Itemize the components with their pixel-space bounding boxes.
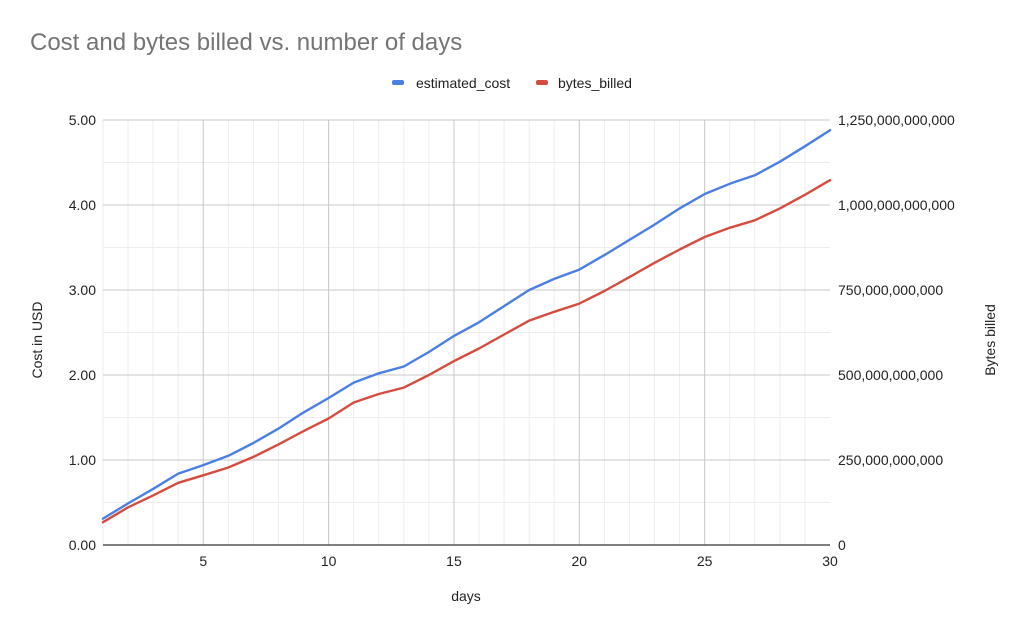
x-tick-label: 10 <box>321 553 337 569</box>
y2-tick-label: 1,000,000,000,000 <box>838 197 955 213</box>
y-tick-label: 0.00 <box>69 537 96 553</box>
y2-tick-label: 0 <box>838 537 846 553</box>
y2-axis-label: Bytes billed <box>982 304 998 376</box>
y-tick-label: 3.00 <box>69 282 96 298</box>
y-tick-label: 1.00 <box>69 452 96 468</box>
y-tick-label: 4.00 <box>69 197 96 213</box>
chart-title: Cost and bytes billed vs. number of days <box>30 29 462 56</box>
series-line-bytes-billed <box>101 178 832 524</box>
y-tick-label: 2.00 <box>69 367 96 383</box>
legend: estimated_cost bytes_billed <box>392 75 632 91</box>
legend-swatch-bytes-billed <box>536 80 548 85</box>
tick-layer: 0.00 1.00 2.00 3.00 4.00 5.00 0 250,000,000,000… <box>69 112 955 569</box>
x-tick-label: 15 <box>446 553 462 569</box>
x-tick-label: 30 <box>822 553 838 569</box>
x-tick-label: 20 <box>572 553 588 569</box>
legend-swatch-estimated-cost <box>392 80 404 85</box>
legend-label-estimated-cost: estimated_cost <box>416 75 510 91</box>
x-tick-label: 25 <box>697 553 713 569</box>
series-layer <box>101 128 832 524</box>
y2-tick-label: 1,250,000,000,000 <box>838 112 955 128</box>
y2-tick-label: 500,000,000,000 <box>838 367 943 383</box>
series-line-estimated-cost <box>101 128 832 520</box>
legend-label-bytes-billed: bytes_billed <box>558 75 632 91</box>
x-tick-label: 5 <box>199 553 207 569</box>
y2-tick-label: 750,000,000,000 <box>838 282 943 298</box>
x-axis-label: days <box>451 588 481 604</box>
y-axis-label: Cost in USD <box>29 301 45 378</box>
y2-tick-label: 250,000,000,000 <box>838 452 943 468</box>
grid <box>102 119 830 546</box>
y-tick-label: 5.00 <box>69 112 96 128</box>
